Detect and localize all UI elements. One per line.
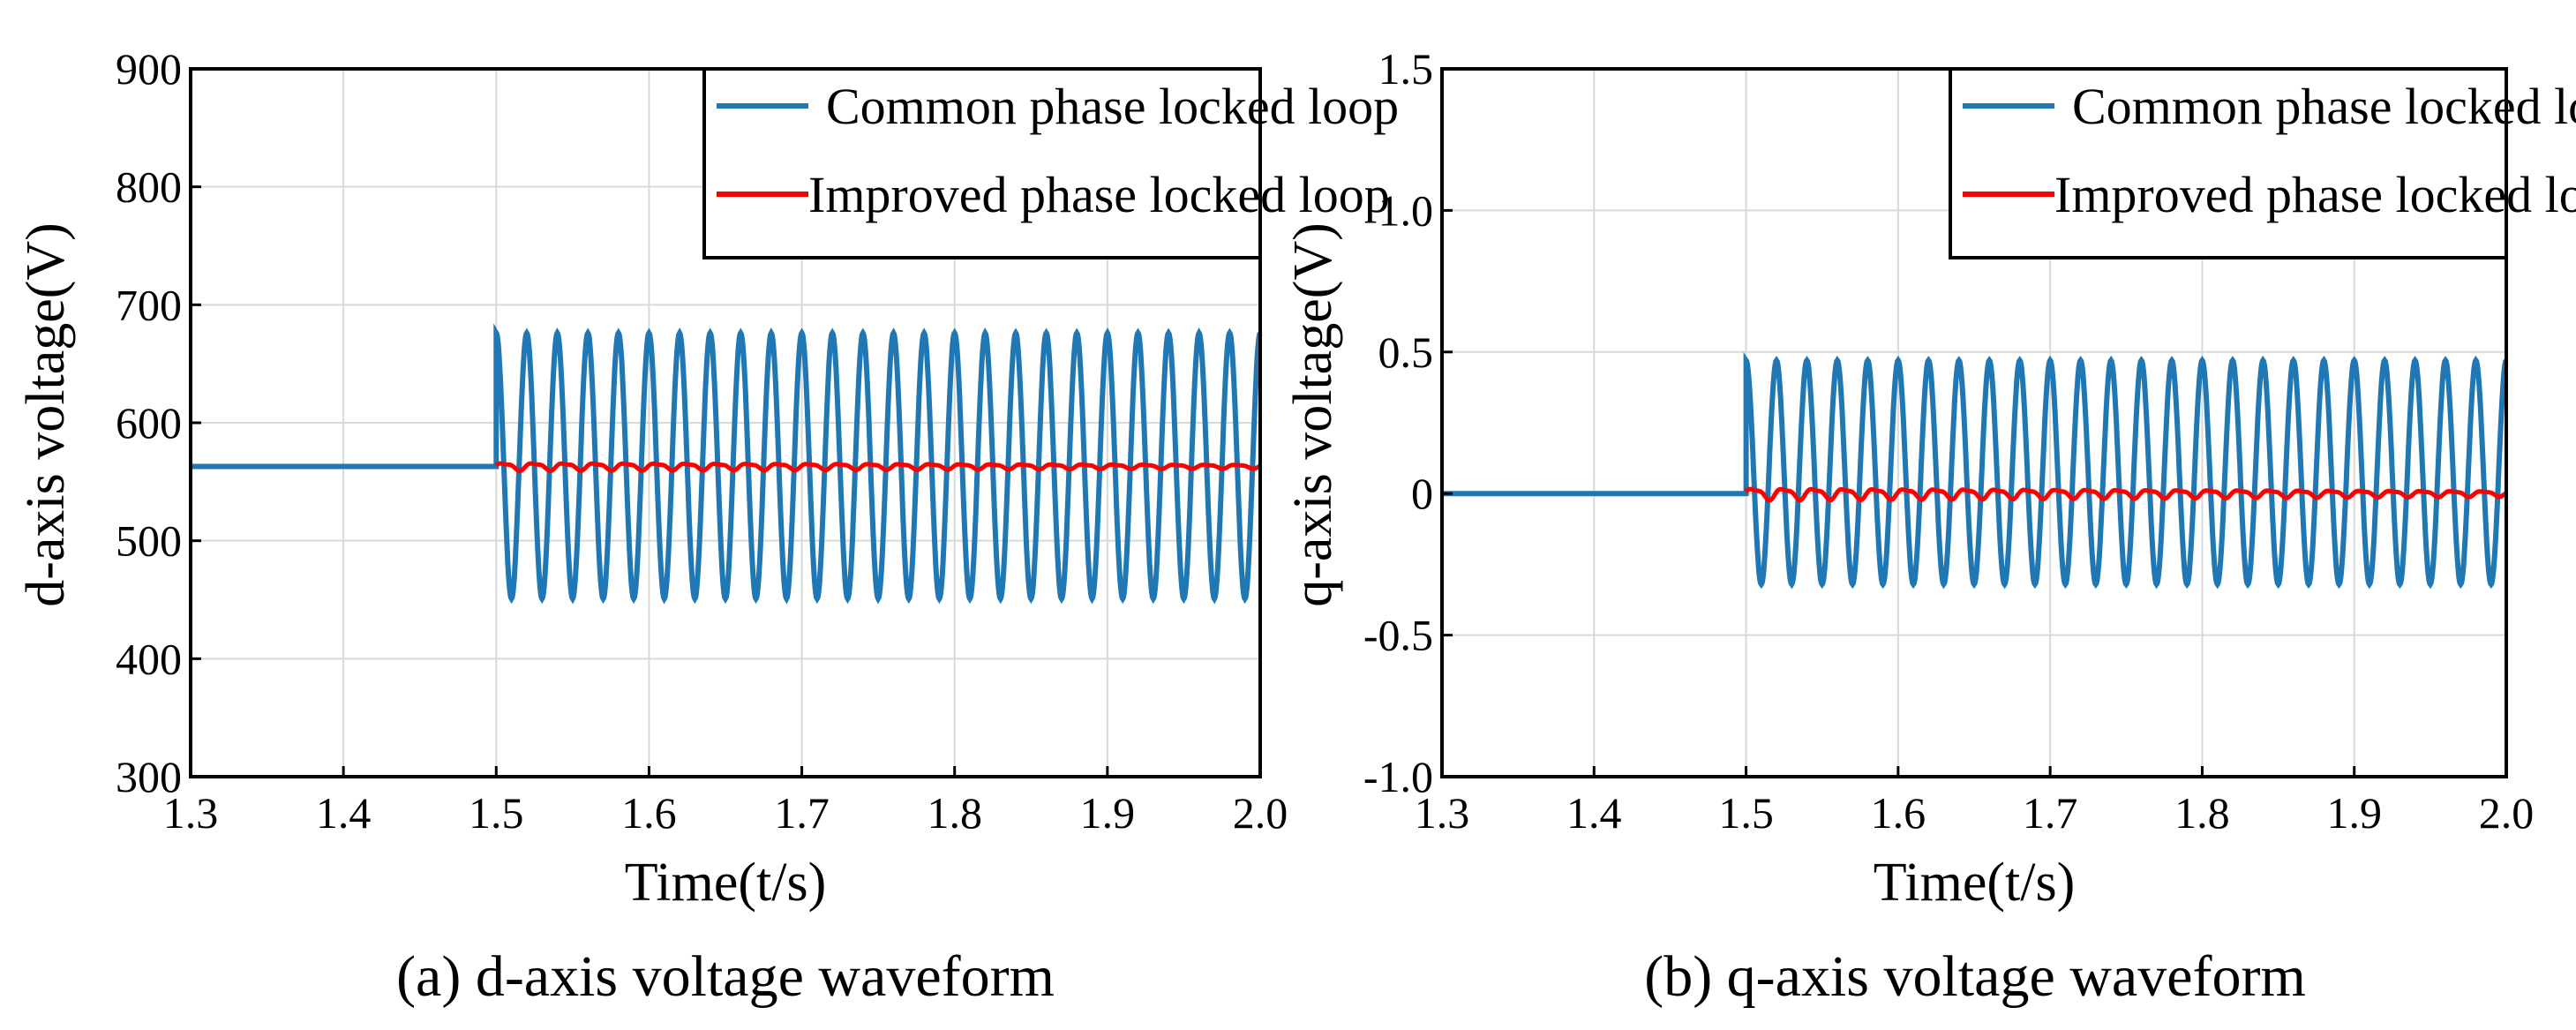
x-tick-label: 1.4 bbox=[1566, 788, 1622, 838]
x-tick-label: 2.0 bbox=[2479, 788, 2535, 838]
y-tick-label: 700 bbox=[116, 280, 182, 329]
series-improved-pll-line bbox=[494, 461, 1262, 474]
legend-common-label: Common phase locked loop bbox=[826, 78, 1399, 135]
x-tick-label: 1.5 bbox=[1718, 788, 1774, 838]
chart-q-axis-voltage: 1.3 1.4 1.5 1.6 1.7 1.8 1.9 2.0 -1.0 -0.5 0 0.5 1.0 1… bbox=[1283, 44, 2576, 1009]
x-tick-label: 1.9 bbox=[1080, 788, 1136, 838]
y-tick-label: 900 bbox=[116, 44, 182, 94]
y-tick-label: -0.5 bbox=[1363, 611, 1433, 660]
y-tick-label: 800 bbox=[116, 162, 182, 212]
series-common-pll-line bbox=[191, 323, 1263, 605]
x-axis-title: Time(t/s) bbox=[1874, 853, 2076, 913]
x-tick-label: 1.6 bbox=[621, 788, 677, 838]
x-tick-label: 1.7 bbox=[774, 788, 830, 838]
y-tick-label: 600 bbox=[116, 398, 182, 447]
x-axis-title: Time(t/s) bbox=[625, 853, 827, 913]
legend-improved-label: Improved phase locked loop bbox=[2054, 166, 2576, 223]
x-tick-label: 1.4 bbox=[316, 788, 372, 838]
series-common-pll-line bbox=[1442, 351, 2509, 590]
figure-caption: (b) q-axis voltage waveform bbox=[1644, 944, 2306, 1009]
legend-improved-label: Improved phase locked loop bbox=[808, 166, 1390, 223]
y-tick-label: 0 bbox=[1411, 469, 1433, 518]
legend: Common phase locked loop Improved phase l… bbox=[702, 67, 1399, 259]
x-tick-label: 1.7 bbox=[2023, 788, 2078, 838]
x-tick-label: 1.3 bbox=[1415, 788, 1470, 838]
y-tick-label: 500 bbox=[116, 516, 182, 566]
x-tick-label: 2.0 bbox=[1233, 788, 1288, 838]
y-tick-label: 300 bbox=[116, 752, 182, 801]
legend: Common phase locked loop Improved phase l… bbox=[1949, 67, 2576, 259]
y-tick-label: 1.5 bbox=[1378, 44, 1434, 94]
y-tick-label: -1.0 bbox=[1363, 752, 1433, 801]
legend-box bbox=[702, 67, 1262, 259]
x-tick-label: 1.8 bbox=[2174, 788, 2230, 838]
legend-common-label: Common phase locked loop bbox=[2072, 78, 2576, 135]
x-tick-label: 1.3 bbox=[163, 788, 219, 838]
x-tick-label: 1.5 bbox=[469, 788, 524, 838]
x-tick-label: 1.9 bbox=[2326, 788, 2382, 838]
figure-caption: (a) d-axis voltage waveform bbox=[396, 944, 1055, 1009]
x-tick-label: 1.6 bbox=[1871, 788, 1926, 838]
series-improved-pll-line bbox=[1744, 486, 2508, 503]
y-axis-title: q-axis voltage(V) bbox=[1283, 222, 1343, 607]
y-tick-label: 1.0 bbox=[1378, 185, 1434, 235]
y-tick-label: 400 bbox=[116, 634, 182, 683]
chart-d-axis-voltage: 1.3 1.4 1.5 1.6 1.7 1.8 1.9 2.0 300 400 500 600 700 8… bbox=[16, 44, 1399, 1009]
y-axis-title: d-axis voltage(V) bbox=[16, 222, 76, 607]
x-tick-label: 1.8 bbox=[927, 788, 982, 838]
legend-box bbox=[1949, 67, 2508, 259]
y-tick-label: 0.5 bbox=[1378, 327, 1434, 377]
